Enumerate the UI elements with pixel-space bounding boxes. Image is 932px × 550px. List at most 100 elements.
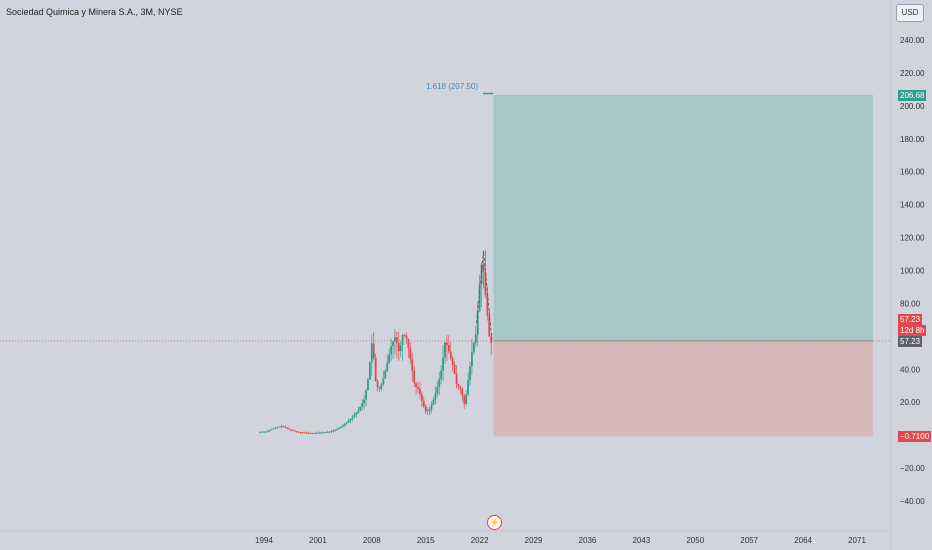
- candle: [347, 418, 350, 424]
- candle: [486, 286, 489, 321]
- candles-group: [259, 249, 493, 435]
- candle: [278, 426, 281, 428]
- candle: [303, 431, 306, 434]
- candle: [299, 431, 302, 434]
- candle: [361, 399, 364, 411]
- candle: [384, 369, 387, 379]
- candle: [282, 425, 285, 428]
- lightning-alert-icon[interactable]: ⚡: [487, 515, 502, 530]
- candle: [297, 431, 300, 433]
- candle: [313, 432, 315, 434]
- time-tick-label: 2071: [848, 536, 866, 545]
- candle: [334, 428, 337, 432]
- candle: [342, 424, 344, 428]
- candle: [465, 389, 468, 407]
- candle: [420, 391, 423, 407]
- candle: [367, 377, 369, 391]
- price-tick-label: 200.00: [900, 102, 925, 111]
- loss-zone[interactable]: [493, 340, 873, 437]
- stop-price-label: −0.7100: [898, 431, 932, 442]
- candle: [449, 342, 452, 361]
- currency-button[interactable]: USD: [896, 4, 924, 22]
- price-tick-label: −40.00: [900, 497, 925, 506]
- candle: [474, 325, 477, 348]
- candle: [453, 361, 456, 375]
- candle: [359, 406, 362, 412]
- candle: [440, 365, 443, 385]
- time-axis[interactable]: 1994 2001 2008 2015 2022 2029 2036 2043 2050 2057…: [255, 536, 866, 545]
- time-tick-label: 2057: [740, 536, 758, 545]
- time-tick-label: 2036: [579, 536, 597, 545]
- chart-overlay: [0, 92, 891, 342]
- candle: [368, 361, 371, 380]
- candle: [390, 338, 392, 362]
- price-tick-label: 240.00: [900, 36, 925, 45]
- candle: [338, 427, 340, 430]
- candle: [478, 275, 481, 313]
- current-price-label: 57.23: [898, 314, 923, 325]
- position-zones[interactable]: [493, 94, 873, 437]
- candle: [259, 431, 262, 434]
- price-tick-label: 220.00: [900, 69, 925, 78]
- candle: [471, 338, 473, 375]
- price-tick-label: 120.00: [900, 234, 925, 243]
- candle: [382, 370, 385, 386]
- candle: [336, 428, 339, 431]
- candle: [376, 378, 379, 392]
- candle: [490, 334, 493, 356]
- candle: [401, 333, 404, 361]
- price-axis[interactable]: 240.00 220.00 200.00 180.00 160.00 140.00 120.…: [900, 36, 925, 506]
- candle: [315, 431, 317, 435]
- candle: [357, 406, 360, 414]
- candle: [428, 406, 431, 416]
- candle: [426, 407, 429, 416]
- candle: [290, 429, 292, 432]
- bar-countdown-label: 12d 8h: [898, 325, 927, 336]
- candle: [476, 302, 479, 347]
- candle: [467, 372, 469, 397]
- candle: [353, 412, 356, 419]
- candle: [392, 341, 394, 360]
- fib-level-label: 1.618 (207.50): [426, 82, 478, 91]
- candle: [263, 430, 265, 433]
- candle: [409, 342, 412, 365]
- candle: [274, 426, 277, 429]
- candle: [459, 385, 462, 395]
- candle: [411, 352, 414, 382]
- candle: [276, 426, 279, 429]
- candle: [413, 366, 416, 388]
- candle: [417, 381, 419, 393]
- candle: [403, 333, 406, 337]
- candle: [288, 427, 290, 430]
- time-tick-label: 2050: [686, 536, 704, 545]
- candle: [370, 334, 373, 377]
- candle: [447, 334, 450, 354]
- candle: [291, 429, 294, 431]
- time-tick-label: 1994: [255, 536, 273, 545]
- candle: [434, 386, 437, 405]
- candle: [394, 329, 396, 355]
- candle: [295, 430, 298, 434]
- candle: [351, 415, 354, 422]
- candle: [386, 354, 389, 373]
- candle: [457, 383, 460, 391]
- candle: [422, 396, 425, 409]
- projection-line: [476, 250, 493, 340]
- candle: [328, 431, 331, 434]
- candle: [355, 411, 358, 418]
- time-tick-label: 2029: [525, 536, 543, 545]
- candle: [293, 429, 296, 432]
- candle: [322, 431, 325, 434]
- candle: [340, 426, 342, 429]
- candle: [415, 382, 418, 395]
- candle: [436, 381, 439, 398]
- candle: [444, 341, 446, 364]
- candle: [272, 427, 275, 430]
- candle: [270, 428, 273, 431]
- candle: [309, 432, 312, 434]
- profit-zone[interactable]: [493, 94, 873, 341]
- candle: [363, 395, 366, 409]
- candle: [480, 262, 483, 307]
- price-tick-label: 160.00: [900, 168, 925, 177]
